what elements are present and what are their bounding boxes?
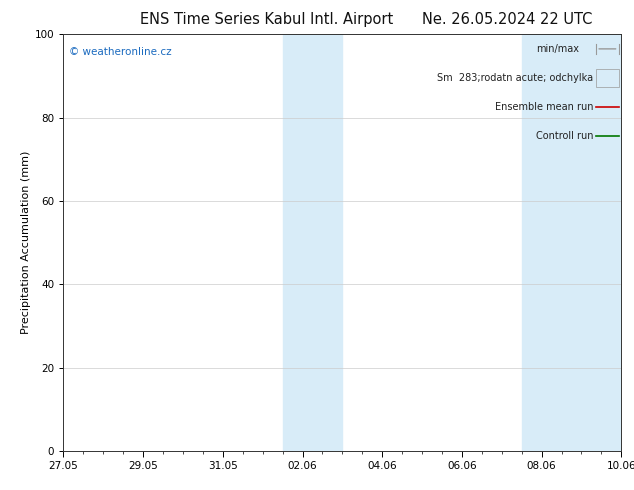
Bar: [522, 34, 562, 451]
Text: min/max: min/max: [536, 44, 579, 54]
Bar: [596, 69, 619, 87]
Y-axis label: Precipitation Accumulation (mm): Precipitation Accumulation (mm): [20, 151, 30, 334]
Bar: [562, 34, 621, 451]
Text: ENS Time Series Kabul Intl. Airport: ENS Time Series Kabul Intl. Airport: [139, 12, 393, 27]
Text: © weatheronline.cz: © weatheronline.cz: [69, 47, 172, 57]
Text: Controll run: Controll run: [536, 131, 593, 141]
Text: Sm  283;rodatn acute; odchylka: Sm 283;rodatn acute; odchylka: [437, 73, 593, 83]
Bar: [283, 34, 342, 451]
Text: Ne. 26.05.2024 22 UTC: Ne. 26.05.2024 22 UTC: [422, 12, 592, 27]
Text: Ensemble mean run: Ensemble mean run: [495, 102, 593, 112]
